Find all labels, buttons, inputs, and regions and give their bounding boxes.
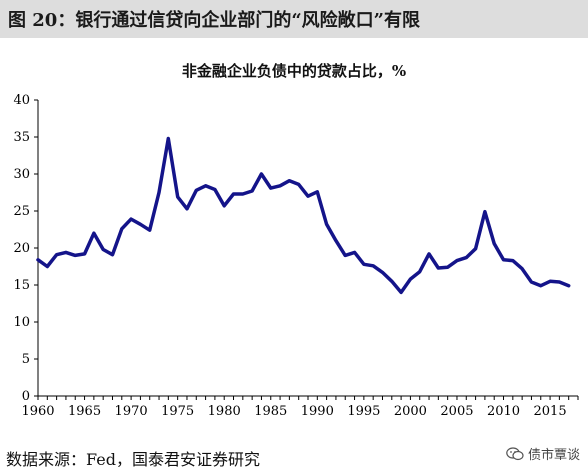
x-tick-label: 1970 <box>115 404 148 419</box>
y-tick-label: 15 <box>13 278 30 293</box>
figure-title: 图 20：银行通过信贷向企业部门的“风险敞口”有限 <box>8 10 421 31</box>
y-tick-label: 25 <box>13 204 30 219</box>
y-axis-ticks: 0 5 10 15 20 25 30 35 40 <box>13 93 38 404</box>
x-tick-label: 1985 <box>254 404 287 419</box>
y-tick-label: 5 <box>22 352 30 367</box>
x-tick-label: 2015 <box>534 404 567 419</box>
x-tick-label: 1960 <box>21 404 54 419</box>
x-tick-label: 2005 <box>440 404 473 419</box>
x-tick-label: 2010 <box>487 404 520 419</box>
y-tick-label: 35 <box>13 130 30 145</box>
y-tick-label: 10 <box>13 315 30 330</box>
source-note: 数据来源：Fed，国泰君安证券研究 <box>6 450 260 469</box>
wechat-icon <box>506 446 524 460</box>
chart-title: 非金融企业负债中的贷款占比，% <box>181 62 407 80</box>
x-tick-label: 2000 <box>394 404 427 419</box>
x-tick-label: 1980 <box>208 404 241 419</box>
y-tick-label: 0 <box>22 389 30 404</box>
watermark: 债市覃谈 <box>506 444 580 463</box>
series-group <box>36 136 571 295</box>
x-axis-ticks: 1960 1965 1970 1975 1980 1985 1990 1995 2000 2005… <box>21 396 579 419</box>
x-tick-label: 1995 <box>347 404 380 419</box>
watermark-text: 债市覃谈 <box>527 448 580 463</box>
x-tick-label: 1965 <box>68 404 101 419</box>
x-tick-label: 1975 <box>161 404 194 419</box>
series-line <box>36 136 571 295</box>
x-tick-label: 1990 <box>301 404 334 419</box>
figure-title-bar: 图 20：银行通过信贷向企业部门的“风险敞口”有限 <box>0 0 588 38</box>
y-tick-label: 30 <box>13 167 30 182</box>
y-tick-label: 20 <box>13 241 30 256</box>
y-tick-label: 40 <box>13 93 30 108</box>
